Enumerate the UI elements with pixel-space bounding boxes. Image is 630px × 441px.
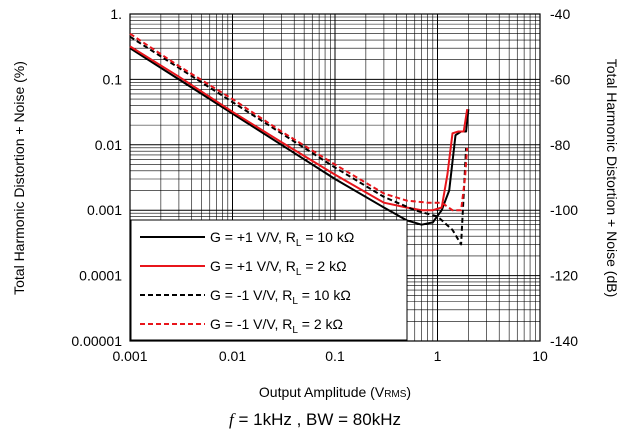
- y2-tick-label: -120: [550, 268, 578, 284]
- y2-tick-label: -60: [550, 71, 570, 87]
- x-axis-label-suffix: ): [406, 384, 411, 400]
- y2-tick-label: -80: [550, 137, 570, 153]
- series-line-4: [129, 32, 469, 212]
- tick-labels: 0.001 0.01 0.1 1 10 0.00001 0.0001 0.001 0.01 0.1…: [71, 6, 578, 364]
- series-line-3: [129, 35, 468, 246]
- thd-noise-chart: 0.001 0.01 0.1 1 10 0.00001 0.0001 0.001 0.01 0.1…: [11, 6, 620, 400]
- y2-tick-label: -140: [550, 333, 578, 349]
- y2-tick-label: -40: [550, 6, 570, 22]
- x-tick-label: 0.001: [112, 348, 147, 364]
- frequency-symbol: f: [229, 410, 234, 429]
- legend-label-4: G = -1 V/V, RL = 2 kΩ: [210, 316, 343, 336]
- legend-label-2: G = +1 V/V, RL = 2 kΩ: [210, 258, 347, 278]
- test-conditions-text: = 1kHz , BW = 80kHz: [233, 410, 401, 429]
- y-tick-label: 0.1: [103, 71, 123, 87]
- series-line-1: [129, 47, 470, 226]
- x-tick-label: 0.1: [325, 348, 345, 364]
- x-axis-label: Output Amplitude (VRMS): [259, 384, 411, 400]
- x-tick-label: 0.01: [219, 348, 246, 364]
- x-axis-label-sub: RMS: [384, 389, 407, 400]
- y-tick-label: 0.001: [87, 202, 122, 218]
- y-tick-label: 0.01: [95, 137, 122, 153]
- y-tick-label: 0.00001: [71, 333, 122, 349]
- plot-area-frame: [129, 13, 541, 342]
- legend-label-3: G = -1 V/V, RL = 10 kΩ: [210, 287, 351, 307]
- x-tick-label: 10: [532, 348, 548, 364]
- y-axis-label: Total Harmonic Distortion + Noise (%): [11, 61, 27, 295]
- y2-tick-label: -100: [550, 202, 578, 218]
- series-layer: [129, 32, 470, 246]
- x-axis-label-prefix: Output Amplitude (V: [259, 384, 385, 400]
- legend: G = +1 V/V, RL = 10 kΩ G = +1 V/V, RL = 2…: [130, 219, 408, 341]
- x-tick-label: 1: [434, 348, 442, 364]
- legend-box: [130, 219, 408, 341]
- series-line-2: [129, 45, 469, 212]
- test-conditions-caption: f = 1kHz , BW = 80kHz: [0, 410, 630, 430]
- y2-axis-label: Total Harmonic Distortion + Noise (dB): [604, 59, 620, 297]
- y-tick-label: 1.: [110, 6, 122, 22]
- legend-label-1: G = +1 V/V, RL = 10 kΩ: [210, 229, 354, 249]
- y-tick-label: 0.0001: [79, 268, 122, 284]
